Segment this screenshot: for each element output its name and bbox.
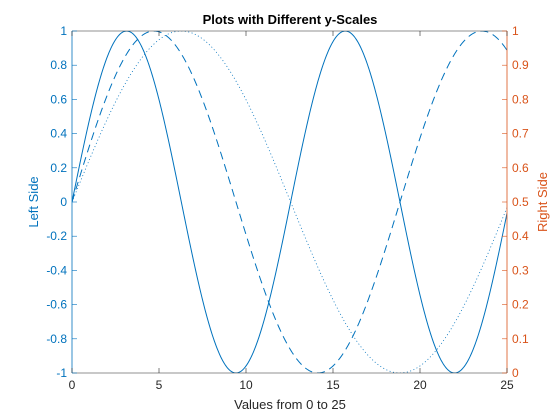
x-tick-label: 15 [326,378,340,392]
x-tick-label: 25 [500,378,514,392]
left-y-tick-label: -0.4 [46,263,67,277]
right-y-tick-label: 0.2 [512,298,529,312]
right-y-tick-label: 0.6 [512,161,529,175]
right-y-tick-label: 0.3 [512,263,529,277]
x-axis-label: Values from 0 to 25 [234,397,346,412]
left-y-axis: -1 -0.8 -0.6 -0.4 -0.2 0 0.2 0.4 0.6 0.8 1 [46,24,77,380]
left-y-tick-label: 0.8 [50,58,67,72]
left-y-tick-label: 0.2 [50,161,67,175]
right-y-tick-label: 0.5 [512,195,529,209]
right-y-tick-label: 0.9 [512,58,529,72]
x-axis: 0 5 10 15 20 25 [69,31,514,392]
plot-area [71,30,508,374]
left-y-axis-label: Left Side [26,176,41,227]
x-tick-label: 20 [413,378,427,392]
right-y-axis-label: Right Side [535,172,550,232]
right-y-tick-label: 1 [512,24,519,38]
x-tick-label: 0 [69,378,76,392]
right-y-axis: 0 0.1 0.2 0.3 0.4 0.5 0.6 0.7 0.8 0.9 1 [502,24,529,380]
right-y-tick-label: 0.4 [512,229,529,243]
left-y-tick-label: -0.8 [46,332,67,346]
x-tick-label: 5 [156,378,163,392]
left-y-tick-label: -0.6 [46,298,67,312]
left-y-tick-label: -0.2 [46,229,67,243]
left-y-tick-label: 0.4 [50,127,67,141]
right-y-tick-label: 0 [512,366,519,380]
right-y-tick-label: 0.1 [512,332,529,346]
right-y-tick-label: 0.8 [512,92,529,106]
right-y-tick-label: 0.7 [512,127,529,141]
series-line-3 [72,31,507,373]
chart-title: Plots with Different y-Scales [203,12,378,27]
left-y-tick-label: 0 [60,195,67,209]
left-y-tick-label: -1 [56,366,67,380]
series-line-1 [72,31,507,373]
x-tick-label: 10 [239,378,253,392]
left-y-tick-label: 0.6 [50,92,67,106]
left-y-tick-label: 1 [60,24,67,38]
series-line-2 [72,31,507,373]
